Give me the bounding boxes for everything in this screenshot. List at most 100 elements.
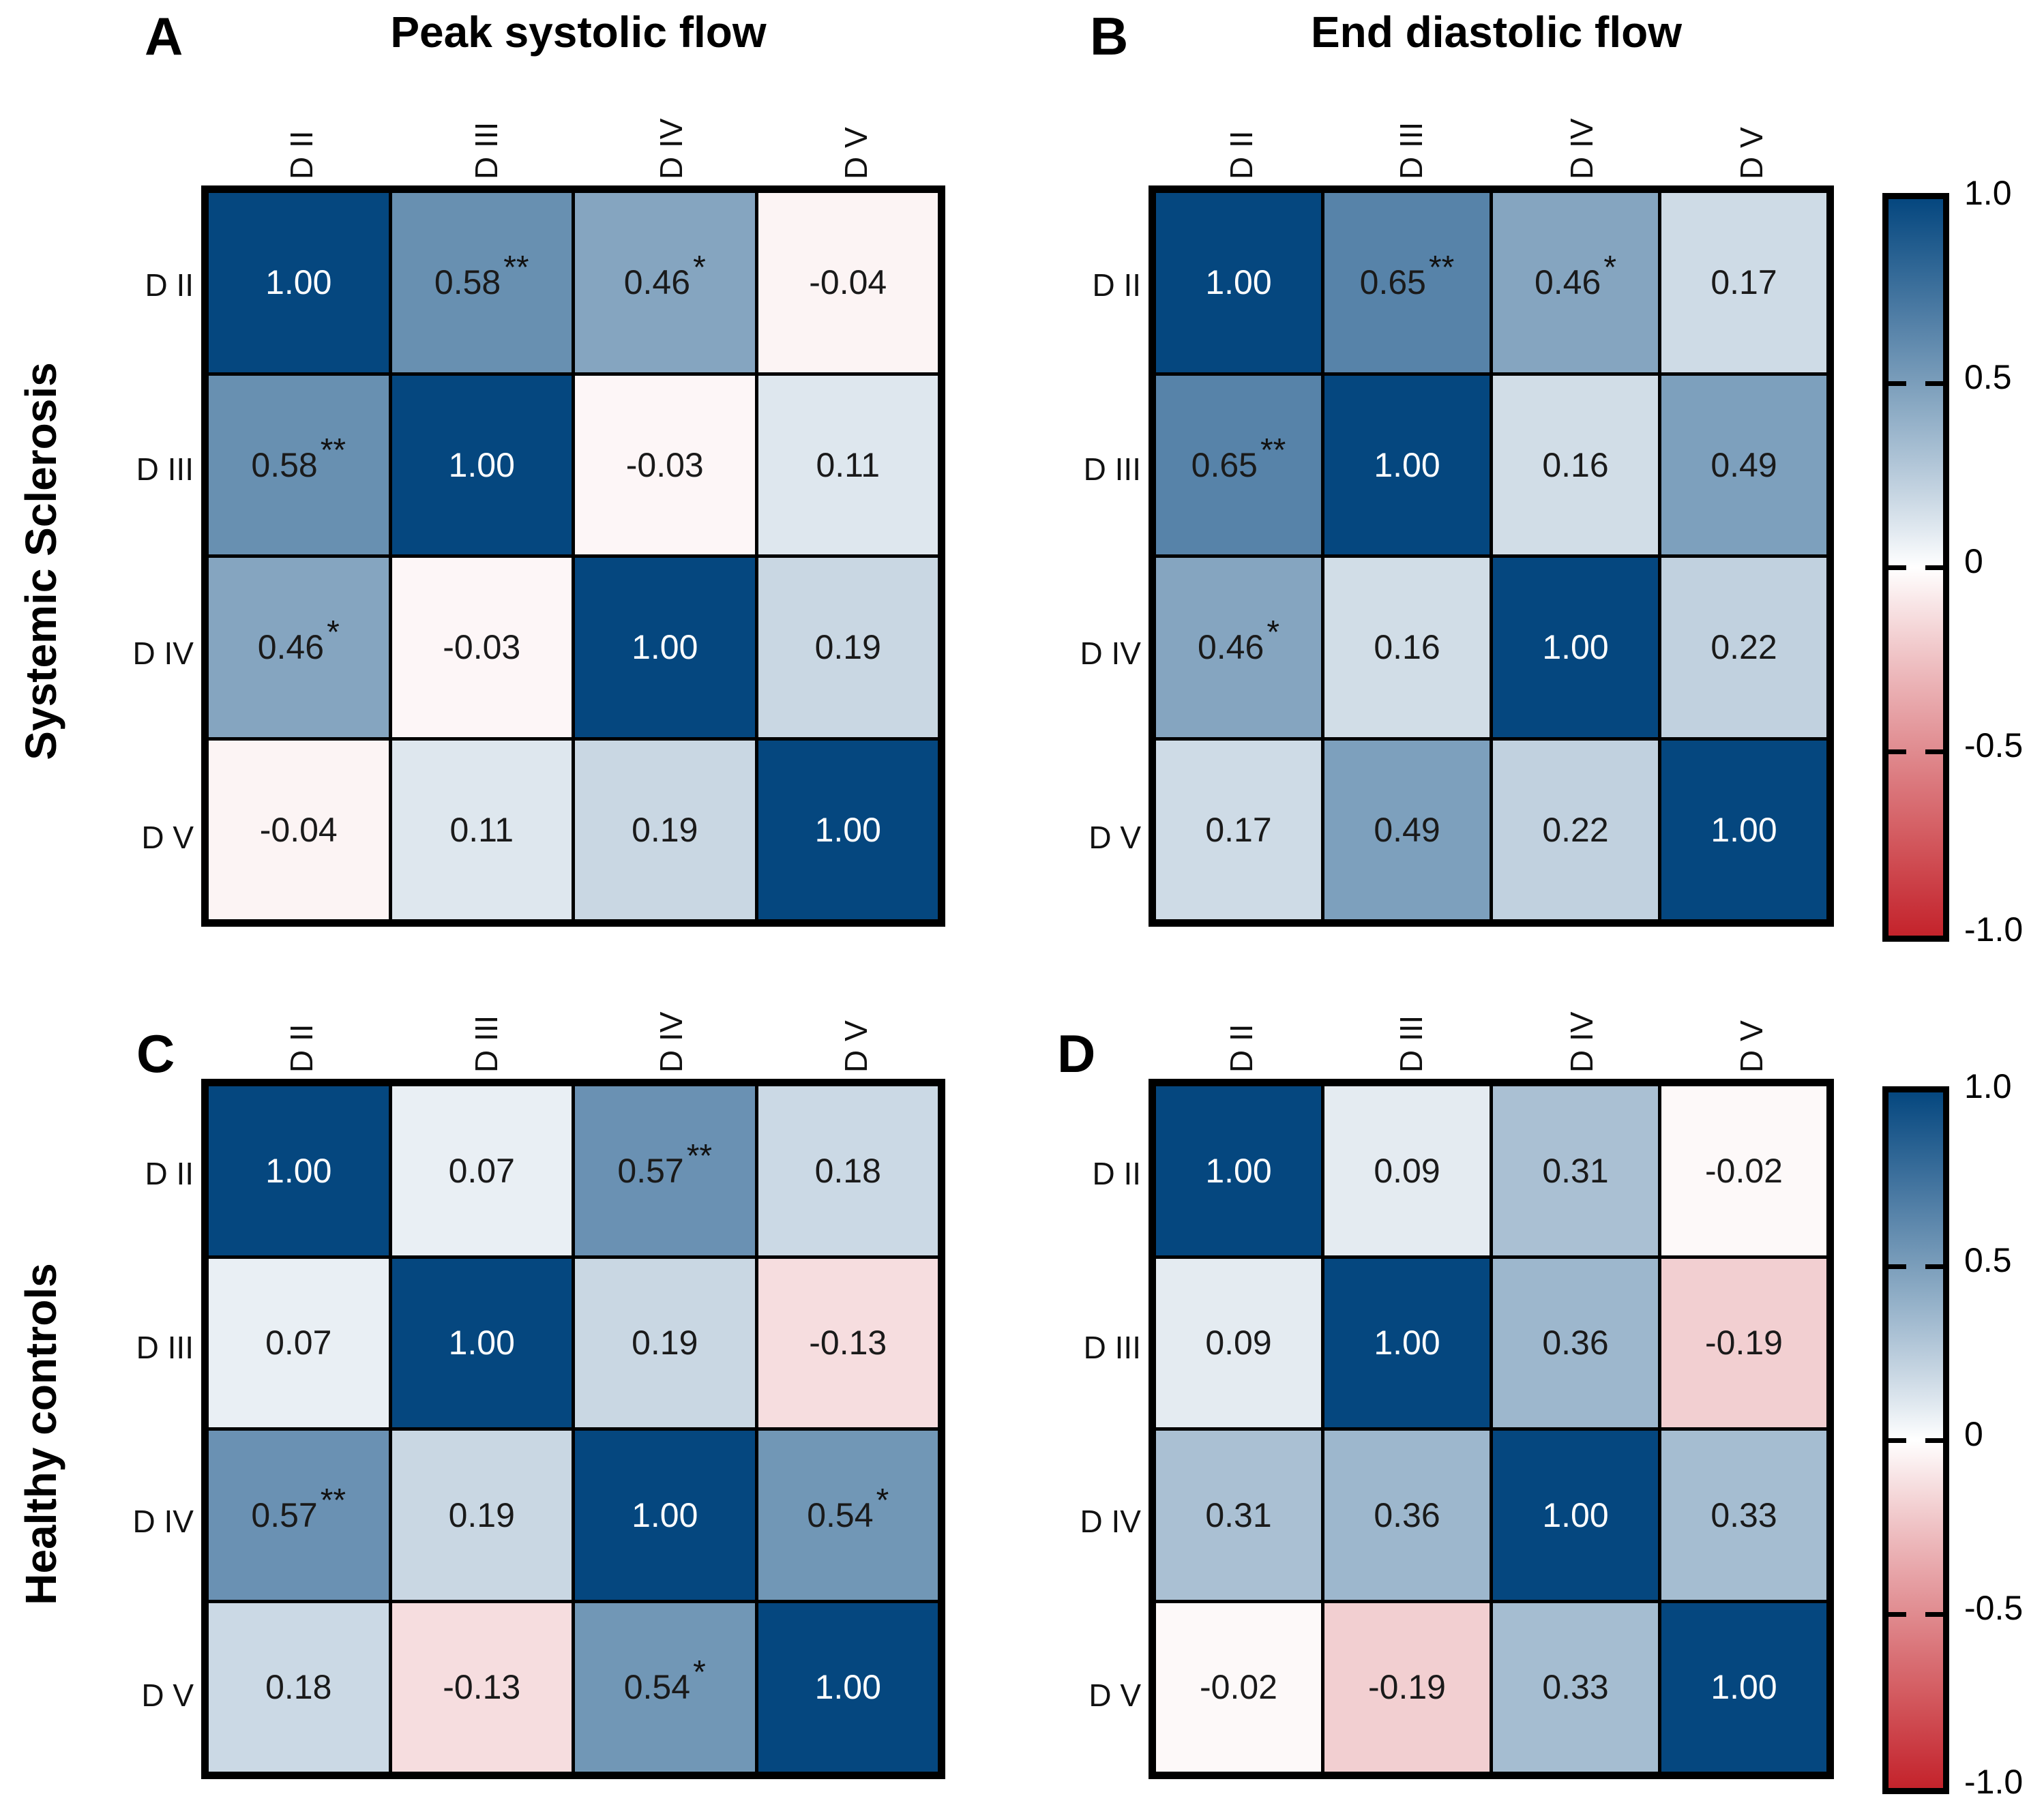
cell-value: 0.57**: [251, 1482, 346, 1534]
col-label-d-v: D V: [1734, 127, 1770, 179]
heatmap-cell: 0.46*: [575, 193, 755, 372]
heatmap-cell: 1.00: [575, 558, 755, 737]
cell-value: 0.65**: [1191, 432, 1286, 484]
heatmap-cell: 1.00: [1493, 558, 1658, 737]
group-label-healthy-controls: Healthy controls: [16, 1263, 65, 1605]
cell-value: 1.00: [448, 1324, 515, 1362]
cell-value: 0.16: [1542, 445, 1609, 484]
group-label-systemic-sclerosis: Systemic Sclerosis: [16, 362, 65, 760]
heatmap-cell: 0.17: [1156, 740, 1321, 919]
panel-letter-a: A: [145, 6, 183, 66]
cell-value: 0.16: [1374, 628, 1440, 667]
cell-value: -0.04: [809, 263, 887, 302]
colorbar-tick: [1889, 1437, 1906, 1443]
significance-asterisk: *: [693, 1654, 706, 1691]
row-label-d-iii: D III: [1083, 1329, 1141, 1365]
colorbar-top: [1882, 193, 1949, 942]
significance-asterisk: **: [320, 432, 346, 468]
colorbar-tick-label: -0.5: [1964, 726, 2024, 764]
heatmap-cell: 0.22: [1661, 558, 1826, 737]
cell-value: 0.46*: [1197, 614, 1279, 667]
significance-asterisk: *: [693, 250, 706, 286]
heatmap-cell: 0.07: [209, 1258, 389, 1427]
colorbar-tick: [1925, 1264, 1943, 1269]
colorbar-tick: [1889, 565, 1906, 570]
cell-value: 0.19: [814, 628, 881, 667]
colorbar-tick-label: 0: [1964, 1415, 1983, 1453]
panel-letter-d: D: [1057, 1024, 1096, 1084]
heatmap-cell: 0.07: [391, 1086, 572, 1255]
cell-value: 1.00: [814, 810, 881, 849]
col-label-d-iii: D III: [1393, 121, 1430, 179]
cell-value: 0.17: [1205, 810, 1272, 849]
heatmap-cell: 1.00: [391, 375, 572, 554]
heatmap-cell: 0.22: [1493, 740, 1658, 919]
row-label-d-v: D V: [1088, 820, 1141, 855]
heatmap-cell: 1.00: [758, 1603, 938, 1772]
heatmap-cell: 1.00: [391, 1258, 572, 1427]
col-label-d-iii: D III: [1393, 1015, 1430, 1073]
cell-value: -0.02: [1200, 1668, 1277, 1707]
significance-asterisk: **: [1428, 250, 1455, 286]
colorbar-tick: [1925, 565, 1943, 570]
heatmap-cell: 0.18: [758, 1086, 938, 1255]
heatmap-cell: 0.18: [209, 1603, 389, 1772]
cell-value: 0.58**: [434, 250, 529, 302]
colorbar-tick: [1925, 381, 1943, 386]
row-label-d-iii: D III: [1083, 451, 1141, 487]
colorbar-tick-label: -1.0: [1964, 1763, 2024, 1801]
cell-value: 1.00: [632, 1495, 698, 1534]
col-label-d-iv: D IV: [653, 118, 689, 179]
heatmap-cell: 0.46*: [1493, 193, 1658, 372]
cell-value: -0.13: [809, 1324, 887, 1362]
row-label-d-v: D V: [1088, 1677, 1141, 1713]
cell-value: -0.04: [259, 810, 338, 849]
row-label-d-iv: D IV: [132, 636, 194, 671]
col-label-d-ii: D II: [1223, 130, 1259, 179]
panel-letter-c: C: [136, 1024, 175, 1084]
row-label-d-v: D V: [141, 1677, 194, 1713]
significance-asterisk: **: [503, 250, 529, 286]
cell-value: 1.00: [1710, 1668, 1777, 1707]
col-label-d-v: D V: [838, 127, 874, 179]
cell-value: 0.36: [1542, 1324, 1609, 1362]
heatmap-cell: 0.16: [1324, 558, 1490, 737]
cell-value: -0.19: [1705, 1324, 1783, 1362]
heatmap-grid-a: 1.00 0.58** 0.46* -0.04 0.58** 1.00 -0.03 0.11 0…: [201, 185, 945, 927]
heatmap-cell: 0.58**: [209, 375, 389, 554]
cell-value: 0.54*: [623, 1654, 706, 1707]
col-label-d-v: D V: [1734, 1020, 1770, 1073]
heatmap-cell: -0.02: [1661, 1086, 1826, 1255]
heatmap-cell: 1.00: [1156, 1086, 1321, 1255]
heatmap-cell: -0.19: [1661, 1258, 1826, 1427]
colorbar-tick: [1889, 1611, 1906, 1617]
cell-value: 1.00: [1205, 263, 1272, 302]
heatmap-cell: -0.03: [575, 375, 755, 554]
significance-asterisk: **: [320, 1482, 346, 1519]
cell-value: -0.02: [1705, 1151, 1783, 1190]
col-label-d-ii: D II: [1223, 1024, 1259, 1073]
cell-value: -0.03: [443, 628, 521, 667]
cell-value: 0.19: [632, 810, 698, 849]
heatmap-cell: 1.00: [1661, 1603, 1826, 1772]
cell-value: 1.00: [1374, 445, 1440, 484]
cell-value: 0.09: [1374, 1151, 1440, 1190]
cell-value: 0.57**: [617, 1137, 713, 1190]
cell-value: -0.13: [443, 1668, 521, 1707]
col-label-d-iv: D IV: [1563, 118, 1599, 179]
heatmap-cell: 1.00: [209, 193, 389, 372]
cell-value: 0.58**: [251, 432, 346, 484]
heatmap-cell: 1.00: [1661, 740, 1826, 919]
heatmap-cell: 0.19: [575, 1258, 755, 1427]
cell-value: 0.07: [448, 1151, 515, 1190]
cell-value: 1.00: [265, 263, 332, 302]
colorbar-tick: [1889, 381, 1906, 386]
heatmap-cell: 0.57**: [575, 1086, 755, 1255]
row-label-d-iv: D IV: [132, 1503, 194, 1539]
row-label-d-ii: D II: [145, 1155, 194, 1191]
heatmap-cell: 1.00: [1493, 1431, 1658, 1600]
colorbar-tick: [1925, 1611, 1943, 1617]
heatmap-cell: 0.57**: [209, 1431, 389, 1600]
cell-value: 0.19: [448, 1495, 515, 1534]
